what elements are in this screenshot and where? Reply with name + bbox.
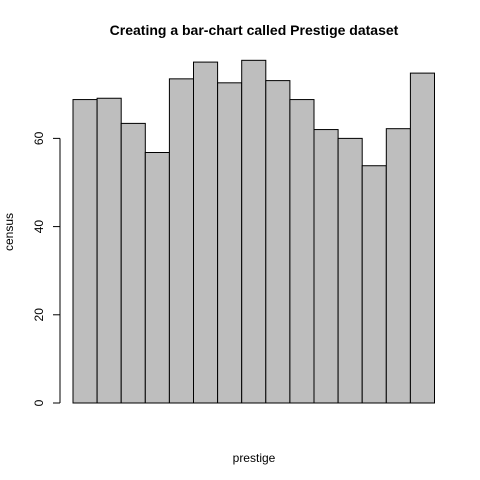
- bar-7: [218, 83, 242, 403]
- y-tick-label-20: 20: [32, 308, 46, 322]
- bar-14: [386, 129, 410, 403]
- x-axis-label: prestige: [233, 451, 276, 465]
- bar-2: [97, 98, 121, 403]
- bar-15: [410, 73, 434, 403]
- bar-13: [362, 166, 386, 403]
- y-tick-label-0: 0: [32, 399, 46, 406]
- bar-12: [338, 138, 362, 403]
- chart-title: Creating a bar-chart called Prestige dat…: [110, 22, 399, 38]
- y-axis-ticks: 0 20 40 60: [32, 131, 60, 406]
- y-tick-label-60: 60: [32, 131, 46, 145]
- bars-group: [73, 60, 435, 403]
- bar-11: [314, 130, 338, 403]
- bar-4: [145, 153, 169, 404]
- bar-5: [169, 79, 193, 403]
- bar-10: [290, 100, 314, 403]
- y-tick-label-40: 40: [32, 220, 46, 234]
- bar-8: [242, 60, 266, 403]
- bar-9: [266, 81, 290, 403]
- y-axis-label: census: [2, 213, 16, 251]
- bar-3: [121, 123, 145, 403]
- bar-1: [73, 100, 97, 403]
- bar-6: [194, 62, 218, 403]
